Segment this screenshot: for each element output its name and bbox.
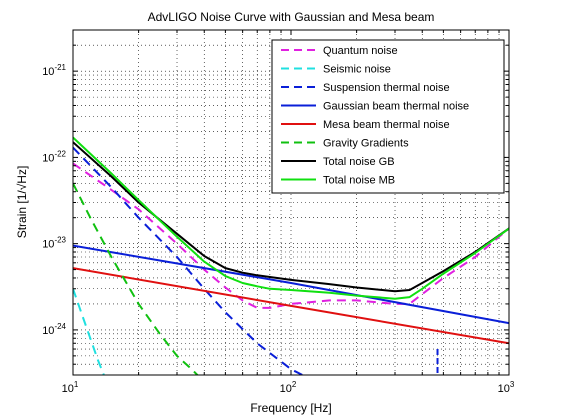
- legend-label-7: Total noise GB: [323, 156, 395, 168]
- grid-lines: [72, 29, 509, 376]
- axis-ticks: [72, 29, 509, 376]
- y-tick-label: 10-22: [42, 149, 66, 164]
- series-line-6: [73, 182, 199, 375]
- chart-title: AdvLIGO Noise Curve with Gaussian and Me…: [148, 10, 435, 24]
- x-tick-label: 102: [280, 380, 297, 395]
- legend-label-1: Quantum noise: [323, 45, 398, 57]
- legend-label-3: Suspension thermal noise: [323, 82, 450, 94]
- series-layer: [73, 136, 509, 375]
- series-line-1: [73, 162, 509, 309]
- series-line-2: [73, 288, 105, 375]
- x-axis-label: Frequency [Hz]: [250, 401, 331, 415]
- y-tick-label: 10-24: [42, 322, 66, 337]
- tick-labels: 101 102 103 10-24 10-23 10-22 10-21: [42, 63, 515, 395]
- legend-entries: Quantum noise Seismic noise Suspension the…: [281, 45, 469, 187]
- x-tick-label: 101: [62, 380, 79, 395]
- legend-label-4: Gaussian beam thermal noise: [323, 101, 469, 113]
- legend-label-5: Mesa beam thermal noise: [323, 119, 450, 131]
- y-tick-label: 10-21: [42, 63, 66, 78]
- legend-label-2: Seismic noise: [323, 64, 391, 76]
- series-line-7: [73, 141, 509, 293]
- series-line-4: [73, 244, 509, 325]
- series-line-3: [73, 146, 305, 375]
- legend-label-8: Total noise MB: [323, 175, 395, 187]
- series-line-5: [73, 267, 509, 345]
- legend-label-6: Gravity Gradients: [323, 138, 409, 150]
- y-tick-label: 10-23: [42, 236, 66, 251]
- y-axis-label: Strain [1/√Hz]: [15, 166, 29, 239]
- series-line-8: [73, 136, 509, 300]
- legend: Quantum noise Seismic noise Suspension the…: [271, 39, 505, 194]
- x-tick-label: 103: [498, 380, 515, 395]
- legend-box: [271, 39, 505, 194]
